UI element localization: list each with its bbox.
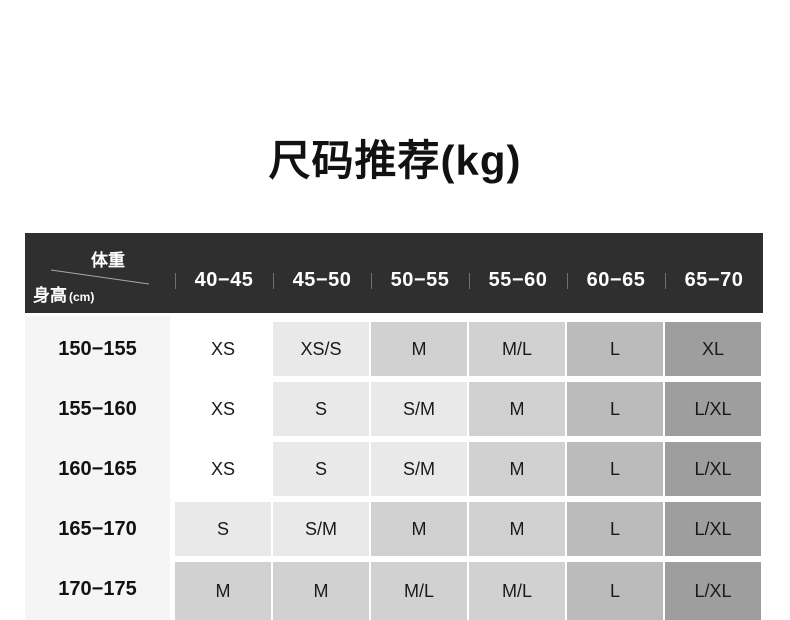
page-title: 尺码推荐(kg) [268, 137, 522, 184]
size-cell: XS [175, 382, 271, 436]
size-cell: L [567, 502, 663, 556]
size-cell: S [175, 502, 271, 556]
weight-column-headers: 40−45 45−50 50−55 55−60 60−65 65−70 [175, 233, 763, 313]
size-cell: L/XL [665, 562, 761, 620]
size-cell: M [469, 382, 565, 436]
table-header: 体重 身高 (cm) 40−45 45−50 50−55 55−60 60−65 … [25, 233, 763, 313]
row-label-column: 150−155 155−160 160−165 165−170 170−175 [25, 316, 170, 620]
size-cell: M [371, 502, 467, 556]
weight-column-header: 50−55 [390, 269, 450, 291]
height-row-label: 150−155 [58, 337, 137, 360]
size-cell: S [273, 382, 369, 436]
diagonal-divider-line [50, 269, 150, 285]
weight-column-header: 45−50 [292, 269, 352, 291]
weight-axis-label: 体重 [91, 251, 125, 270]
axis-corner-cell: 体重 身高 (cm) [25, 233, 175, 313]
size-cell: L/XL [665, 382, 761, 436]
weight-column-header: 60−65 [586, 269, 646, 291]
column-separator [469, 273, 470, 289]
size-cell: L [567, 322, 663, 376]
size-cell: XS [175, 442, 271, 496]
column-separator [665, 273, 666, 289]
size-cell: L/XL [665, 502, 761, 556]
column-separator [567, 273, 568, 289]
size-cell: XS [175, 322, 271, 376]
height-axis-label: 身高 (cm) [33, 286, 95, 305]
size-grid: XS XS/S M M/L L XL XS S S/M M L L/XL XS … [175, 322, 761, 620]
size-cell: M [469, 502, 565, 556]
size-cell: S/M [273, 502, 369, 556]
height-row-label: 155−160 [58, 397, 137, 420]
height-axis-unit: (cm) [69, 290, 95, 304]
size-cell: M [273, 562, 369, 620]
size-cell: L [567, 442, 663, 496]
size-cell: XL [665, 322, 761, 376]
weight-column-header: 65−70 [684, 269, 744, 291]
size-cell: M [175, 562, 271, 620]
size-cell: S [273, 442, 369, 496]
size-cell: M/L [469, 322, 565, 376]
size-cell: M [469, 442, 565, 496]
size-cell: L [567, 562, 663, 620]
height-row-label: 160−165 [58, 457, 137, 480]
size-cell: M/L [469, 562, 565, 620]
size-cell: M/L [371, 562, 467, 620]
size-cell: S/M [371, 382, 467, 436]
column-separator [273, 273, 274, 289]
column-separator [175, 273, 176, 289]
size-cell: L/XL [665, 442, 761, 496]
weight-column-header: 40−45 [194, 269, 254, 291]
weight-column-header: 55−60 [488, 269, 548, 291]
column-separator [371, 273, 372, 289]
size-cell: S/M [371, 442, 467, 496]
size-cell: XS/S [273, 322, 369, 376]
height-row-label: 165−170 [58, 517, 137, 540]
size-cell: L [567, 382, 663, 436]
size-cell: M [371, 322, 467, 376]
height-row-label: 170−175 [58, 577, 137, 600]
